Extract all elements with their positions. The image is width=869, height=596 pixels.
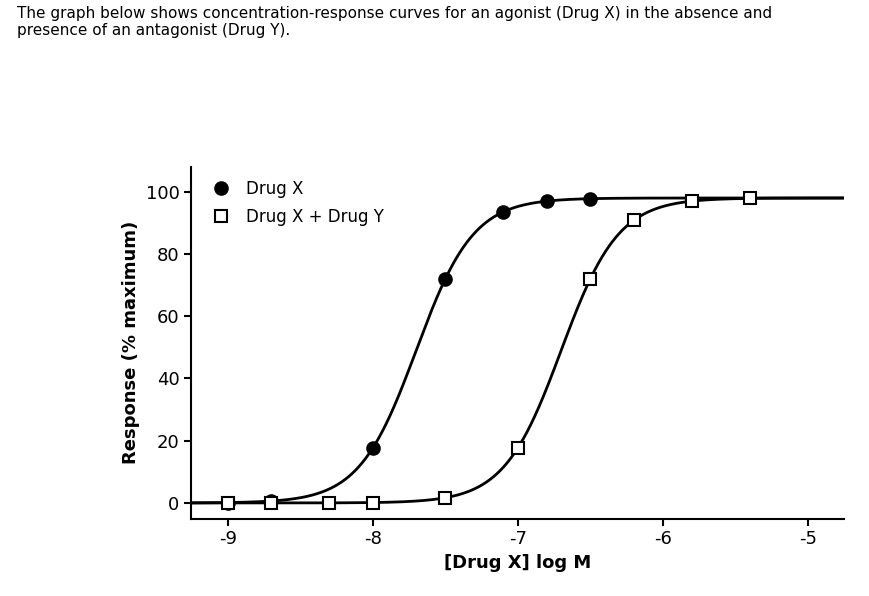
X-axis label: [Drug X] log M: [Drug X] log M <box>443 554 591 572</box>
Legend: Drug X, Drug X + Drug Y: Drug X, Drug X + Drug Y <box>200 175 388 231</box>
Y-axis label: Response (% maximum): Response (% maximum) <box>122 221 140 464</box>
Text: The graph below shows concentration-response curves for an agonist (Drug X) in t: The graph below shows concentration-resp… <box>17 6 772 38</box>
